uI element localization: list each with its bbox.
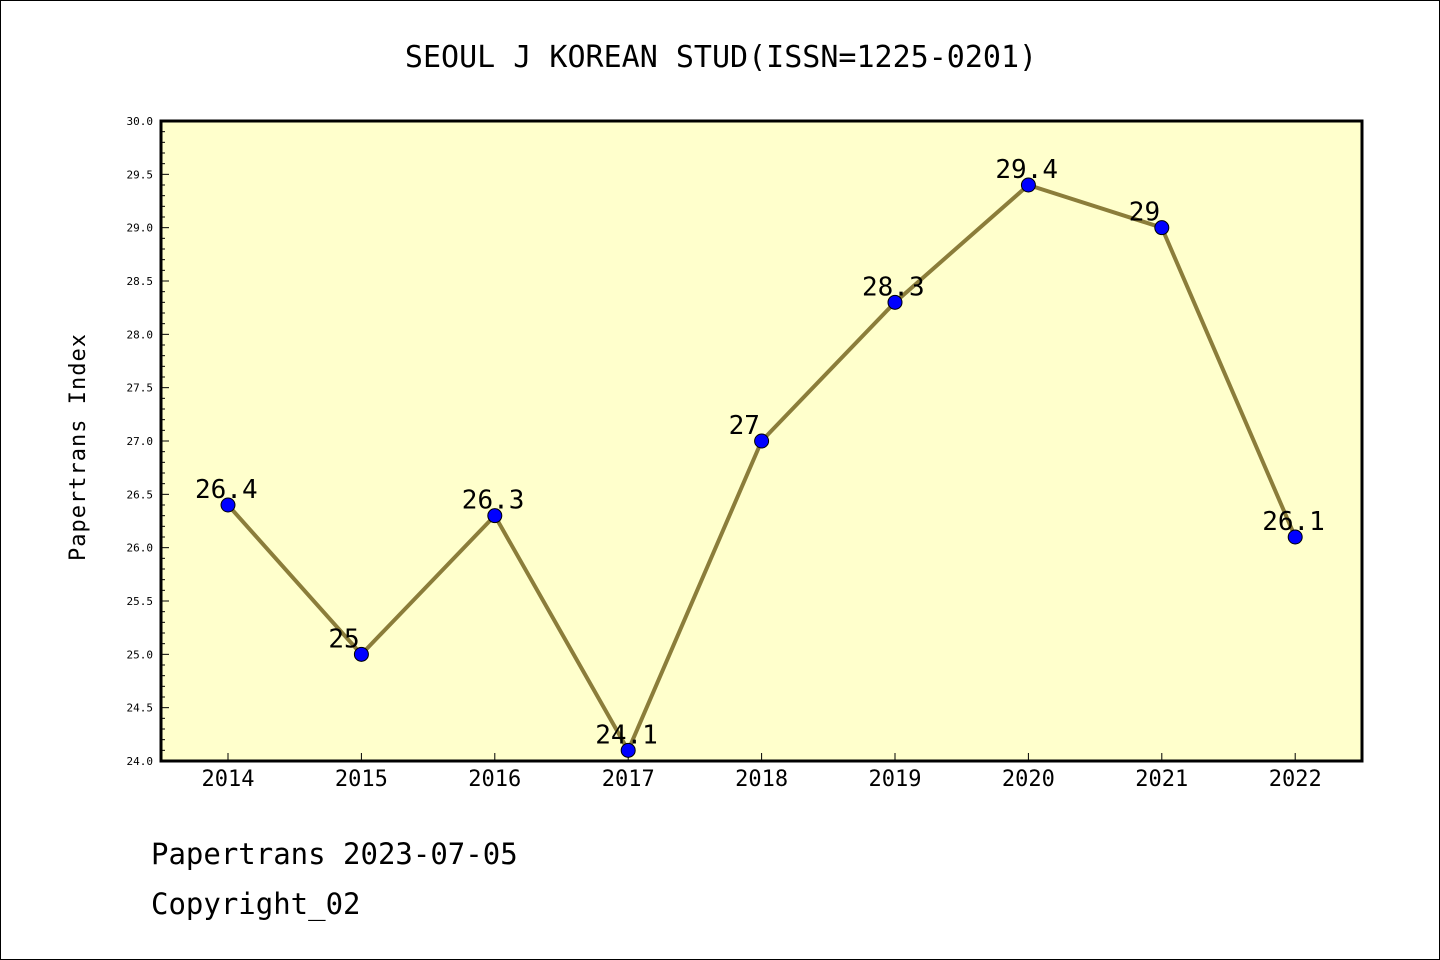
y-tick-label: 24.0 bbox=[127, 755, 154, 768]
data-label: 28.3 bbox=[862, 272, 925, 302]
x-axis: 2014 2015 2016 2017 2018 2019 2020 2021 2022 bbox=[202, 753, 1322, 792]
data-point bbox=[220, 497, 236, 513]
data-label: 26.3 bbox=[462, 486, 525, 516]
data-point bbox=[620, 742, 636, 758]
y-tick-label: 30.0 bbox=[127, 115, 154, 128]
data-point bbox=[487, 508, 503, 524]
x-tick-label: 2018 bbox=[735, 767, 788, 792]
x-tick-label: 2022 bbox=[1269, 767, 1322, 792]
x-tick-label: 2020 bbox=[1002, 767, 1055, 792]
footer-copyright: Copyright_02 bbox=[151, 887, 361, 921]
data-label: 26.1 bbox=[1262, 507, 1325, 537]
data-label: 25 bbox=[328, 624, 359, 654]
data-label: 24.1 bbox=[595, 720, 658, 750]
data-point bbox=[353, 646, 369, 662]
data-label: 27 bbox=[729, 411, 760, 441]
x-tick-label: 2015 bbox=[335, 767, 388, 792]
data-label: 29 bbox=[1129, 198, 1160, 228]
data-point bbox=[1287, 529, 1303, 545]
y-tick-label: 28.5 bbox=[127, 275, 154, 288]
data-point bbox=[887, 294, 903, 310]
y-axis-label: Papertrans Index bbox=[66, 333, 91, 561]
x-tick-label: 2017 bbox=[602, 767, 655, 792]
y-tick-label: 29.5 bbox=[127, 168, 154, 181]
data-point bbox=[1020, 177, 1036, 193]
data-label: 29.4 bbox=[995, 155, 1058, 185]
chart-title: SEOUL J KOREAN STUD(ISSN=1225-0201) bbox=[405, 40, 1037, 75]
y-tick-label: 24.5 bbox=[127, 702, 154, 715]
y-tick-label: 25.0 bbox=[127, 648, 154, 661]
y-tick-label: 29.0 bbox=[127, 222, 154, 235]
data-point bbox=[754, 433, 770, 449]
y-axis: 24.0 24.5 25.0 25.5 26.0 26.5 27.0 27.5 28.0 28.5… bbox=[127, 115, 169, 768]
y-tick-label: 27.0 bbox=[127, 435, 154, 448]
y-tick-label: 28.0 bbox=[127, 328, 154, 341]
x-tick-label: 2019 bbox=[869, 767, 922, 792]
data-label: 26.4 bbox=[195, 475, 258, 505]
data-labels: 26.4 25 26.3 24.1 27 28.3 29.4 29 26.1 bbox=[195, 155, 1325, 750]
y-tick-label: 25.5 bbox=[127, 595, 154, 608]
x-tick-label: 2016 bbox=[468, 767, 521, 792]
x-tick-label: 2021 bbox=[1135, 767, 1188, 792]
series-line-group bbox=[220, 177, 1303, 758]
y-tick-label: 26.5 bbox=[127, 488, 154, 501]
y-tick-label: 26.0 bbox=[127, 542, 154, 555]
x-tick-label: 2014 bbox=[202, 767, 255, 792]
y-tick-label: 27.5 bbox=[127, 382, 154, 395]
footer-date: Papertrans 2023-07-05 bbox=[151, 837, 518, 871]
data-point bbox=[1154, 220, 1170, 236]
